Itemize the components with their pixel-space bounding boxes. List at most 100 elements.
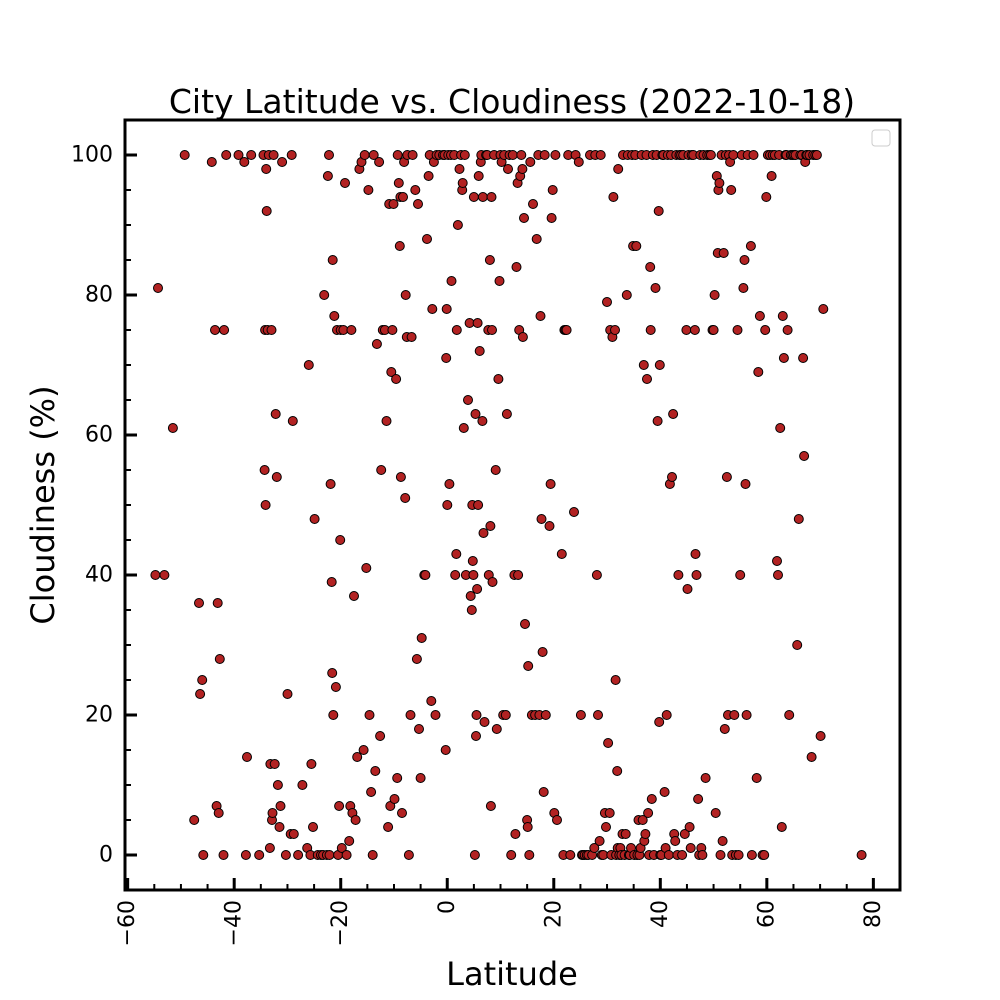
data-point [519, 213, 529, 223]
data-point [297, 780, 308, 790]
data-point [381, 416, 392, 426]
data-point [325, 479, 336, 489]
data-point [214, 654, 225, 664]
data-point [815, 731, 826, 741]
data-point [709, 290, 720, 300]
data-point [778, 353, 789, 363]
data-point [361, 563, 372, 573]
data-point [485, 801, 496, 811]
data-point [327, 668, 338, 678]
x-tick-label: 20 [541, 900, 566, 928]
data-point [700, 773, 711, 783]
data-point [684, 822, 695, 832]
data-point [358, 745, 369, 755]
data-point [638, 360, 649, 370]
data-point [326, 577, 337, 587]
data-point [772, 556, 782, 566]
data-point [370, 766, 381, 776]
data-point [335, 535, 346, 545]
data-point [198, 850, 209, 860]
data-point [420, 570, 431, 580]
data-point [798, 353, 809, 363]
data-point [153, 283, 163, 293]
data-point [663, 850, 674, 860]
data-point [486, 192, 497, 202]
data-point [367, 850, 378, 860]
data-point [306, 759, 317, 769]
data-point [650, 283, 661, 293]
data-point [150, 570, 161, 580]
data-point [610, 675, 621, 685]
data-point [646, 794, 657, 804]
data-point [414, 724, 424, 734]
data-point [407, 150, 418, 160]
data-point [485, 521, 496, 531]
data-point [472, 584, 483, 594]
data-point [416, 633, 427, 643]
data-point [524, 850, 535, 860]
data-point [400, 493, 411, 503]
data-point [538, 787, 549, 797]
data-point [468, 192, 479, 202]
y-tick-label: 60 [85, 423, 113, 448]
data-point [741, 710, 752, 720]
data-point [394, 241, 405, 251]
data-point [387, 325, 398, 335]
data-point [550, 150, 561, 160]
data-point [444, 479, 455, 489]
data-point [691, 570, 702, 580]
data-point [610, 325, 620, 335]
data-point [179, 150, 190, 160]
data-point [219, 325, 230, 335]
data-point [522, 822, 533, 832]
data-point [280, 850, 291, 860]
data-point [441, 304, 452, 314]
data-point [746, 850, 757, 860]
data-point [328, 710, 339, 720]
data-point [167, 423, 178, 433]
data-point [760, 325, 771, 335]
data-point [523, 661, 534, 671]
data-point [286, 150, 297, 160]
data-point [427, 304, 438, 314]
data-point [465, 591, 476, 601]
data-point [775, 423, 786, 433]
data-point [652, 416, 663, 426]
data-point [350, 815, 361, 825]
data-point [388, 199, 399, 209]
x-tick-label: 40 [648, 900, 673, 928]
data-point [246, 150, 257, 160]
data-point [565, 850, 576, 860]
data-point [608, 192, 619, 202]
x-axis-title: Latitude [446, 955, 578, 993]
data-point [233, 150, 244, 160]
data-point [406, 332, 417, 342]
data-point [327, 255, 338, 265]
data-point [397, 808, 407, 818]
data-point [293, 850, 304, 860]
y-axis-ticks: 0 20 40 60 80 100 [71, 143, 137, 868]
data-point [539, 150, 550, 160]
data-point [782, 325, 793, 335]
data-point [754, 311, 765, 321]
data-point [240, 850, 251, 860]
data-point [540, 710, 551, 720]
data-point [239, 157, 250, 167]
data-point [818, 304, 829, 314]
data-point [531, 234, 542, 244]
data-point [468, 570, 479, 580]
data-point [547, 185, 558, 195]
data-point [330, 682, 341, 692]
data-point [520, 619, 530, 629]
data-point [595, 150, 606, 160]
data-point [405, 710, 416, 720]
data-point [715, 850, 726, 860]
data-point [552, 815, 562, 825]
data-point [718, 248, 729, 258]
data-point [430, 710, 441, 720]
data-point [287, 416, 298, 426]
data-point [386, 367, 397, 377]
data-point [637, 815, 648, 825]
data-point [575, 710, 586, 720]
data-point [451, 549, 462, 559]
